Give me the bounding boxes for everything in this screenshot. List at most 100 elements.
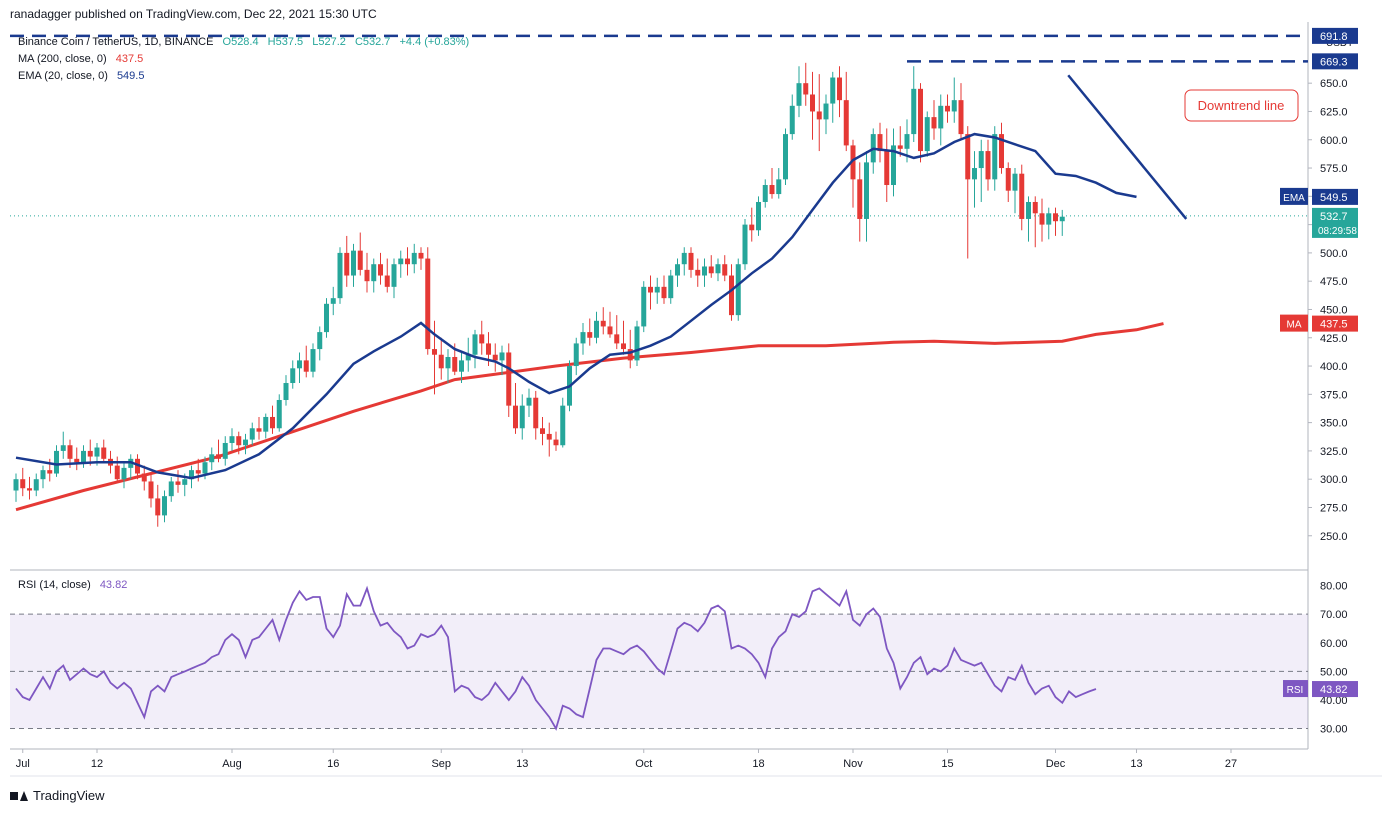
candle-body	[411, 252, 417, 265]
candle-body	[283, 383, 289, 400]
time-tick-label: Jul	[16, 758, 30, 770]
candle-body	[87, 450, 93, 457]
candle-body	[789, 105, 795, 135]
candle-body	[189, 470, 194, 480]
candle-body	[445, 356, 451, 369]
candle-body	[310, 349, 316, 372]
candle-body	[776, 179, 782, 195]
candle-body	[317, 332, 323, 350]
ema-label: EMA (20, close, 0)	[18, 70, 108, 82]
candle-body	[432, 349, 437, 355]
rsi-value: 43.82	[99, 579, 128, 591]
price-tick-label: 275.0	[1320, 502, 1348, 514]
publisher-line: ranadagger published on TradingView.com,…	[10, 7, 377, 21]
candle-body	[1005, 168, 1011, 191]
candle-body	[168, 481, 174, 497]
candle-body	[654, 286, 660, 293]
candle-body	[708, 266, 714, 274]
candle-body	[492, 354, 498, 361]
ma-label: MA (200, close, 0)	[18, 53, 107, 65]
candle-body	[182, 479, 188, 485]
candle-body	[938, 105, 944, 129]
tradingview-logo[interactable]: TradingView	[10, 788, 105, 803]
annotation-box	[1184, 89, 1299, 122]
candle-body	[850, 145, 856, 180]
candle-body	[688, 252, 694, 270]
candle-body	[135, 458, 140, 474]
candle-body	[911, 88, 917, 135]
candle-body	[472, 334, 478, 355]
price-tick-label: 500.0	[1320, 248, 1348, 260]
candle-body	[465, 354, 471, 361]
price-tick-label: 475.0	[1320, 276, 1348, 288]
resistance-tag-value: 669.3	[1320, 56, 1348, 68]
candle-body	[668, 275, 674, 299]
last-price-tag-countdown: 08:29:58	[1318, 226, 1357, 237]
candle-body	[695, 269, 701, 276]
rsi-name-tag-bg	[1283, 680, 1308, 698]
candle-body	[121, 467, 127, 480]
candle-body	[425, 258, 431, 350]
ma-legend: MA (200, close, 0) 437.5	[18, 53, 143, 65]
candle-body	[972, 168, 977, 180]
candle-body	[438, 354, 444, 369]
ema-name-tag-bg	[1280, 187, 1308, 205]
open-value: O528.4	[222, 36, 259, 48]
rsi-name-tag-text: RSI	[1287, 685, 1304, 696]
candle-body	[67, 445, 73, 459]
ma200-line	[15, 322, 1164, 512]
candle-body	[540, 428, 545, 434]
candle-body	[607, 326, 613, 335]
candle-body	[945, 105, 950, 112]
candle-body	[40, 470, 46, 480]
candle-body	[276, 399, 282, 429]
price-tick-label: 400.0	[1320, 361, 1348, 373]
candle-body	[756, 201, 761, 231]
tradingview-logo-icon	[10, 790, 28, 801]
candle-body	[749, 224, 755, 231]
candle-body	[54, 450, 59, 474]
rsi-price-tag-value: 43.82	[1320, 684, 1348, 696]
candle-body	[999, 134, 1004, 169]
time-tick-label: Dec	[1046, 758, 1066, 770]
candle-body	[47, 470, 53, 474]
ema-name-tag-text: EMA	[1283, 193, 1305, 204]
price-tick-label: 625.0	[1320, 106, 1348, 118]
candle-body	[877, 134, 883, 152]
rsi-tick-label: 60.00	[1320, 638, 1348, 650]
price-tick-label: 250.0	[1320, 531, 1348, 543]
candle-body	[222, 442, 228, 459]
candle-body	[560, 405, 566, 446]
candle-body	[506, 352, 512, 406]
candle-body	[371, 264, 377, 282]
candle-body	[148, 481, 154, 499]
annotation-text: Downtrend line	[1198, 98, 1285, 113]
price-tick-label: 425.0	[1320, 333, 1348, 345]
candle-body	[843, 100, 849, 146]
candle-body	[1059, 216, 1065, 222]
candle-body	[600, 320, 606, 327]
candle-body	[337, 252, 343, 299]
rsi-line	[15, 585, 1097, 731]
rsi-tick-label: 50.00	[1320, 666, 1348, 678]
time-tick-label: 12	[91, 758, 103, 770]
candle-body	[216, 454, 221, 459]
candle-body	[681, 252, 687, 265]
candle-body	[1032, 201, 1038, 214]
candle-body	[965, 134, 971, 180]
candle-body	[27, 488, 32, 491]
candle-body	[810, 94, 815, 112]
candle-body	[1039, 213, 1045, 225]
candle-body	[675, 264, 680, 276]
candle-body	[702, 266, 707, 276]
candle-body	[398, 258, 404, 265]
high-value: H537.5	[267, 36, 304, 48]
candle-body	[985, 151, 991, 180]
time-tick-label: 16	[327, 758, 339, 770]
ema-price-tag-value: 549.5	[1320, 192, 1348, 204]
candle-body	[924, 117, 930, 152]
candle-body	[101, 447, 107, 459]
last-price-tag-bg	[1312, 207, 1358, 238]
candle-body	[297, 360, 302, 369]
